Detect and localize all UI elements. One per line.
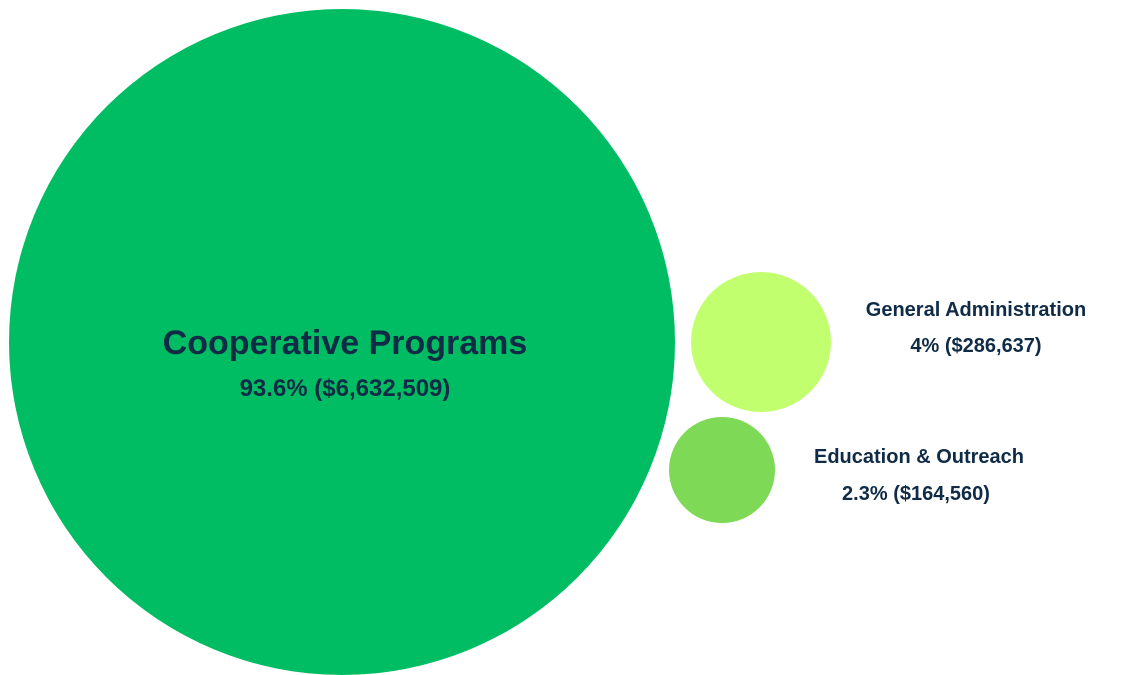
label-cooperative-programs-value: 93.6% ($6,632,509): [240, 375, 451, 402]
label-cooperative-programs-name: Cooperative Programs: [163, 324, 528, 362]
label-education-outreach-value: 2.3% ($164,560): [842, 483, 990, 505]
bubble-cooperative-programs[interactable]: [9, 9, 675, 675]
label-general-administration-name: General Administration: [866, 299, 1086, 321]
label-education-outreach-name: Education & Outreach: [814, 446, 1024, 468]
bubble-education-outreach-group: Education & Outreach 2.3% ($164,560): [669, 417, 1024, 523]
bubble-general-administration-group: General Administration 4% ($286,637): [691, 272, 1086, 412]
bubble-education-outreach[interactable]: [669, 417, 775, 523]
bubble-general-administration[interactable]: [691, 272, 831, 412]
label-general-administration-value: 4% ($286,637): [910, 335, 1041, 357]
bubble-cooperative-programs-group: Cooperative Programs 93.6% ($6,632,509): [9, 9, 675, 675]
